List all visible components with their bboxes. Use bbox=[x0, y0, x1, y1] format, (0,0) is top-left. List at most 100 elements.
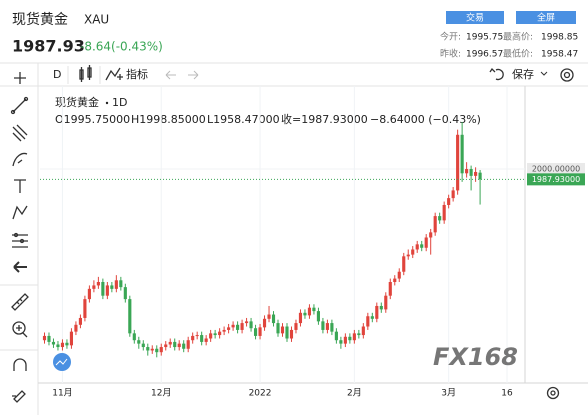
y-tick-label: 2000.00000 bbox=[532, 165, 580, 174]
candle-body bbox=[289, 329, 294, 339]
candle-body bbox=[47, 335, 51, 342]
candle-body bbox=[137, 340, 141, 344]
x-tick-label: 16 bbox=[501, 389, 513, 399]
settings-icon[interactable] bbox=[560, 68, 574, 82]
candle-body bbox=[451, 190, 455, 199]
candle-body bbox=[132, 333, 136, 341]
candle-body bbox=[213, 333, 217, 336]
candle-body bbox=[240, 323, 244, 330]
candle-body bbox=[87, 288, 91, 300]
stat-label: 昨收: bbox=[440, 48, 461, 60]
candle-body bbox=[65, 342, 69, 346]
candle-body bbox=[258, 327, 262, 336]
save-icon[interactable] bbox=[489, 67, 504, 81]
drawing-tools[interactable] bbox=[10, 72, 29, 403]
candle-body bbox=[325, 323, 329, 330]
candle-body bbox=[388, 282, 392, 296]
legend-close: 收=1987.93000 bbox=[281, 112, 368, 126]
candle-body bbox=[330, 323, 334, 332]
candle-body bbox=[101, 282, 105, 296]
trade-button-label[interactable]: 交易 bbox=[466, 12, 484, 24]
candle-body bbox=[159, 347, 163, 353]
stat-value: 1996.57 bbox=[466, 50, 503, 60]
candle-body bbox=[474, 171, 478, 176]
candle-body bbox=[227, 327, 231, 330]
chart-settings-icon[interactable] bbox=[546, 386, 560, 400]
fullscreen-button[interactable] bbox=[516, 11, 576, 24]
trade-button[interactable] bbox=[446, 11, 504, 24]
legend-low: L1958.47000 bbox=[207, 113, 280, 126]
candle-body bbox=[92, 285, 96, 289]
undo-icon[interactable] bbox=[165, 70, 176, 80]
candle-body bbox=[303, 312, 307, 316]
candle-body bbox=[164, 344, 168, 348]
candle-body bbox=[415, 244, 419, 250]
interval-button[interactable]: D bbox=[53, 68, 61, 81]
candle-body bbox=[182, 343, 186, 349]
stat-label: 最高价: bbox=[503, 31, 533, 43]
candle-body bbox=[177, 343, 181, 348]
save-button[interactable]: 保存 bbox=[512, 67, 534, 81]
candle-body bbox=[447, 198, 451, 205]
fullscreen-button-label[interactable]: 全屏 bbox=[537, 12, 555, 24]
candle-body bbox=[357, 333, 361, 336]
candle-body bbox=[406, 254, 410, 257]
candle-body bbox=[51, 341, 56, 345]
indicators-button[interactable]: 指标 bbox=[126, 67, 148, 81]
candle-body bbox=[433, 216, 437, 233]
redo-icon[interactable] bbox=[188, 70, 199, 80]
legend-high: H1998.85000 bbox=[131, 113, 206, 126]
watermark: FX168 bbox=[433, 343, 518, 371]
candle-body bbox=[469, 169, 473, 176]
candle-body bbox=[352, 333, 356, 341]
stat-value: 1958.47 bbox=[541, 50, 578, 60]
legend-open: O1995.75000 bbox=[55, 113, 130, 126]
candle-body bbox=[397, 271, 401, 279]
candle-body bbox=[69, 331, 74, 346]
candle-body bbox=[366, 316, 370, 327]
x-tick-label: 12月 bbox=[151, 388, 171, 399]
chart-interval: 1D bbox=[112, 96, 127, 109]
candle-body bbox=[231, 324, 235, 328]
indicators-icon[interactable] bbox=[105, 67, 123, 81]
candle-body bbox=[123, 287, 127, 300]
logo-button[interactable] bbox=[53, 353, 71, 371]
save-dropdown[interactable] bbox=[540, 71, 548, 76]
stat-value: 1995.75 bbox=[466, 33, 503, 43]
candle-body bbox=[200, 335, 204, 342]
candle-body bbox=[465, 169, 469, 174]
stat-value: 1998.85 bbox=[541, 33, 578, 43]
candle-body bbox=[105, 285, 109, 296]
candle-body bbox=[253, 328, 258, 336]
candle-body bbox=[245, 321, 249, 324]
candle-body bbox=[280, 326, 285, 334]
candle-body bbox=[114, 280, 118, 289]
candle-body bbox=[249, 321, 253, 329]
candle-body bbox=[456, 134, 460, 191]
candle-body bbox=[141, 343, 145, 348]
candle-body bbox=[78, 317, 82, 325]
candle-body bbox=[168, 341, 172, 345]
candle-body bbox=[74, 324, 78, 332]
candle-body bbox=[375, 305, 379, 319]
candle-body bbox=[460, 134, 464, 174]
x-tick-label: 2月 bbox=[347, 388, 362, 399]
candle-body bbox=[379, 305, 383, 310]
candle-body bbox=[146, 347, 150, 351]
candle-body bbox=[438, 216, 442, 221]
y-tick-box bbox=[527, 163, 585, 176]
x-tick-label: 3月 bbox=[441, 388, 456, 399]
candle-body bbox=[321, 321, 325, 330]
candle-body bbox=[236, 324, 240, 330]
candle-body bbox=[442, 204, 446, 221]
x-tick-label: 2022 bbox=[249, 389, 272, 399]
candle-body bbox=[384, 295, 388, 310]
instrument-name: 现货黄金 bbox=[12, 11, 68, 28]
candle-body bbox=[271, 314, 276, 324]
chart-style-icon[interactable] bbox=[79, 65, 92, 82]
candle-body bbox=[173, 341, 177, 348]
candle-body bbox=[316, 311, 320, 322]
chart-title: 现货黄金 bbox=[55, 95, 99, 109]
x-tick-label: 11月 bbox=[52, 388, 72, 399]
